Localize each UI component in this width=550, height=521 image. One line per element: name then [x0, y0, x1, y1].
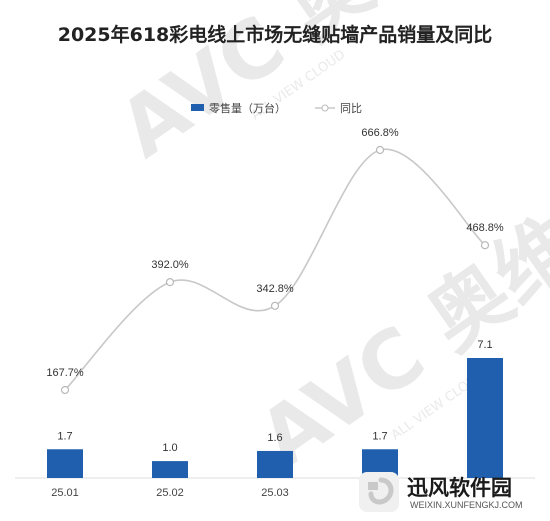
line-point: [165, 278, 175, 287]
bar-value-label: 1.7: [57, 430, 72, 442]
legend-swatch-bar: [191, 104, 204, 111]
line-point: [60, 385, 70, 395]
line-layer: [60, 145, 490, 395]
line-value-label: 666.8%: [361, 127, 399, 139]
bar: [467, 358, 503, 478]
bar-value-label: 1.7: [372, 430, 387, 442]
labels-layer: 1.7 1.0 1.6 1.7 7.1 167.7% 392.0% 342.8% 666.8% 4…: [46, 127, 504, 454]
bar-value-label: 7.1: [477, 339, 492, 351]
line-point: [375, 145, 385, 155]
watermark-avc-top: AVC 奥维云网: [103, 0, 550, 176]
line-value-label: 342.8%: [256, 283, 294, 295]
legend-label-line: 同比: [340, 102, 362, 115]
x-tick-label: 25.02: [156, 487, 184, 499]
line-value-label: 468.8%: [466, 222, 504, 234]
logo-name: 迅风软件园: [407, 476, 512, 500]
x-tick-label: 25.01: [51, 487, 79, 499]
bar-value-label: 1.0: [162, 442, 177, 454]
chart-title: 2025年618彩电线上市场无缝贴墙产品销量及同比: [57, 24, 493, 46]
footer-logo: 迅风软件园 WEIXIN.XUNFENGKJ.COM: [355, 468, 550, 521]
legend: 零售量（万台） 同比: [191, 101, 362, 115]
x-tick-labels: 25.01 25.02 25.03: [51, 487, 289, 499]
bar: [152, 461, 188, 478]
line-point: [480, 241, 490, 250]
bar: [257, 450, 293, 478]
line-value-label: 392.0%: [151, 259, 189, 271]
line-value-label: 167.7%: [46, 367, 84, 379]
legend-label-bar: 零售量（万台）: [209, 101, 286, 115]
logo-url: WEIXIN.XUNFENGKJ.COM: [410, 500, 523, 510]
bar: [47, 449, 83, 478]
x-tick-label: 25.03: [261, 487, 289, 499]
line-point: [270, 301, 280, 310]
logo-badge-icon: [359, 472, 399, 512]
legend-line-marker: [321, 104, 329, 112]
bar-value-label: 1.6: [267, 432, 282, 444]
